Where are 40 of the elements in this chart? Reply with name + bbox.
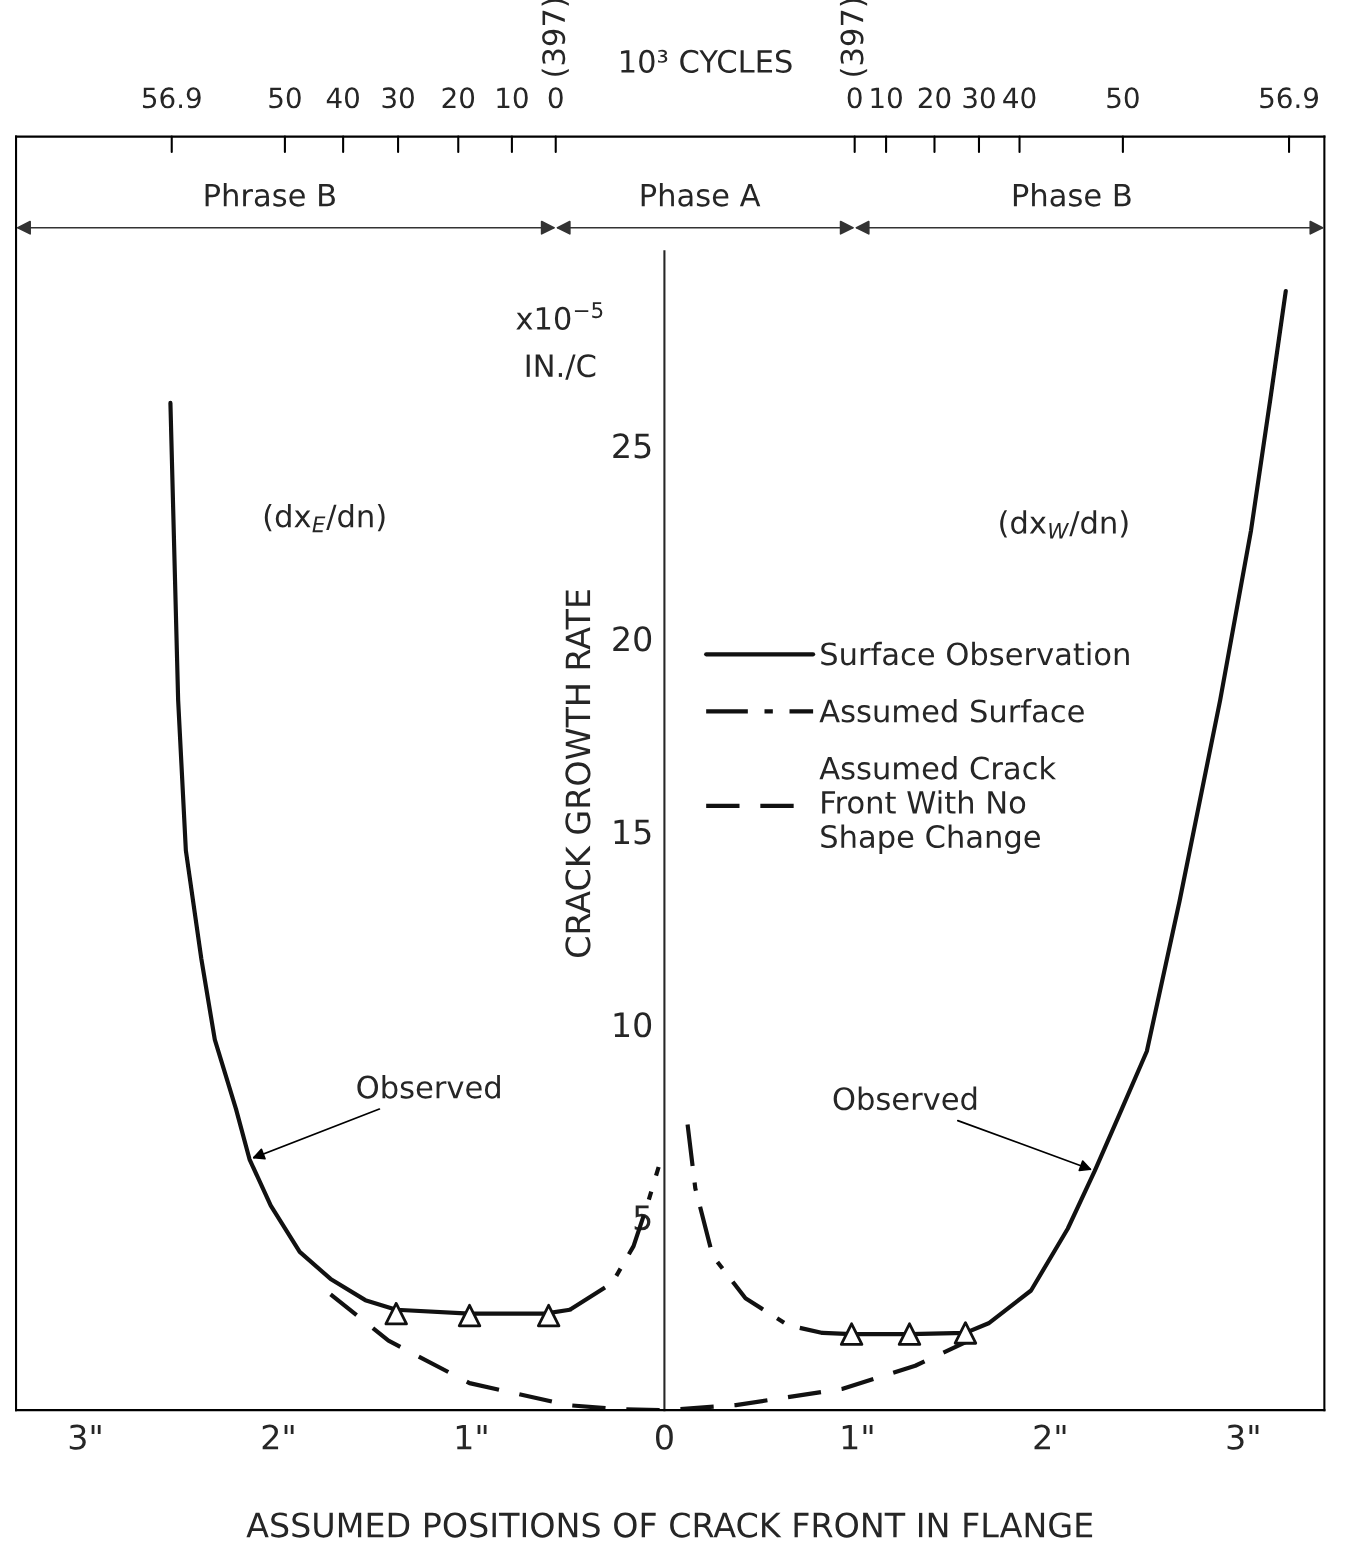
x-axis-title: ASSUMED POSITIONS OF CRACK FRONT IN FLANGE xyxy=(246,1512,1093,1538)
x-tick-label: 3" xyxy=(69,1424,101,1450)
annotation: x10$^{−5}$ xyxy=(516,302,603,330)
y-axis-title: CRACK GROWTH RATE xyxy=(565,590,591,957)
text: 20 xyxy=(918,87,951,109)
annotation: Phase B xyxy=(1013,183,1131,207)
annotation: Phrase B xyxy=(205,183,335,207)
y-tick-label: 10 xyxy=(614,1012,652,1038)
y-tick-label: 20 xyxy=(613,626,652,652)
x-tick-label: 1" xyxy=(456,1425,487,1450)
x-tick-label: 2" xyxy=(1034,1424,1066,1450)
text: 0 xyxy=(548,87,563,109)
annotation: (dx$_{W}$/dn) xyxy=(1000,510,1128,539)
x-tick-label: 0 xyxy=(656,1424,673,1450)
text: 30 xyxy=(963,87,995,109)
text: 50 xyxy=(269,87,301,109)
text: 20 xyxy=(442,87,475,109)
text: 0 xyxy=(847,87,862,109)
annotation: Observed xyxy=(833,1086,977,1111)
legend-label: Assumed Crack Front With No Shape Change xyxy=(819,756,1057,854)
text: 10 xyxy=(871,87,902,109)
x-tick-label: 2" xyxy=(262,1424,294,1450)
text: 56.9 xyxy=(1260,87,1319,109)
text: 56.9 xyxy=(142,87,201,109)
annotation: Phase A xyxy=(641,183,761,207)
x-tick-label: 1" xyxy=(842,1425,873,1450)
text: 30 xyxy=(382,87,414,109)
annotation: IN./C xyxy=(526,354,596,380)
y-tick-label: 25 xyxy=(613,433,651,459)
text: 50 xyxy=(1107,87,1139,109)
text: 40 xyxy=(1003,87,1036,109)
legend-label: Assumed Surface xyxy=(819,698,1084,723)
legend-label: Surface Observation xyxy=(821,641,1129,666)
y-tick-label: 15 xyxy=(614,819,651,845)
annotation: (dx$_{E}$/dn) xyxy=(264,503,385,533)
annotation: Observed xyxy=(357,1075,500,1099)
x2-axis-title: 10³ CYCLES xyxy=(621,49,792,73)
text: 10 xyxy=(497,87,528,109)
x-tick-label: 3" xyxy=(1227,1424,1259,1450)
text: 40 xyxy=(326,87,359,109)
